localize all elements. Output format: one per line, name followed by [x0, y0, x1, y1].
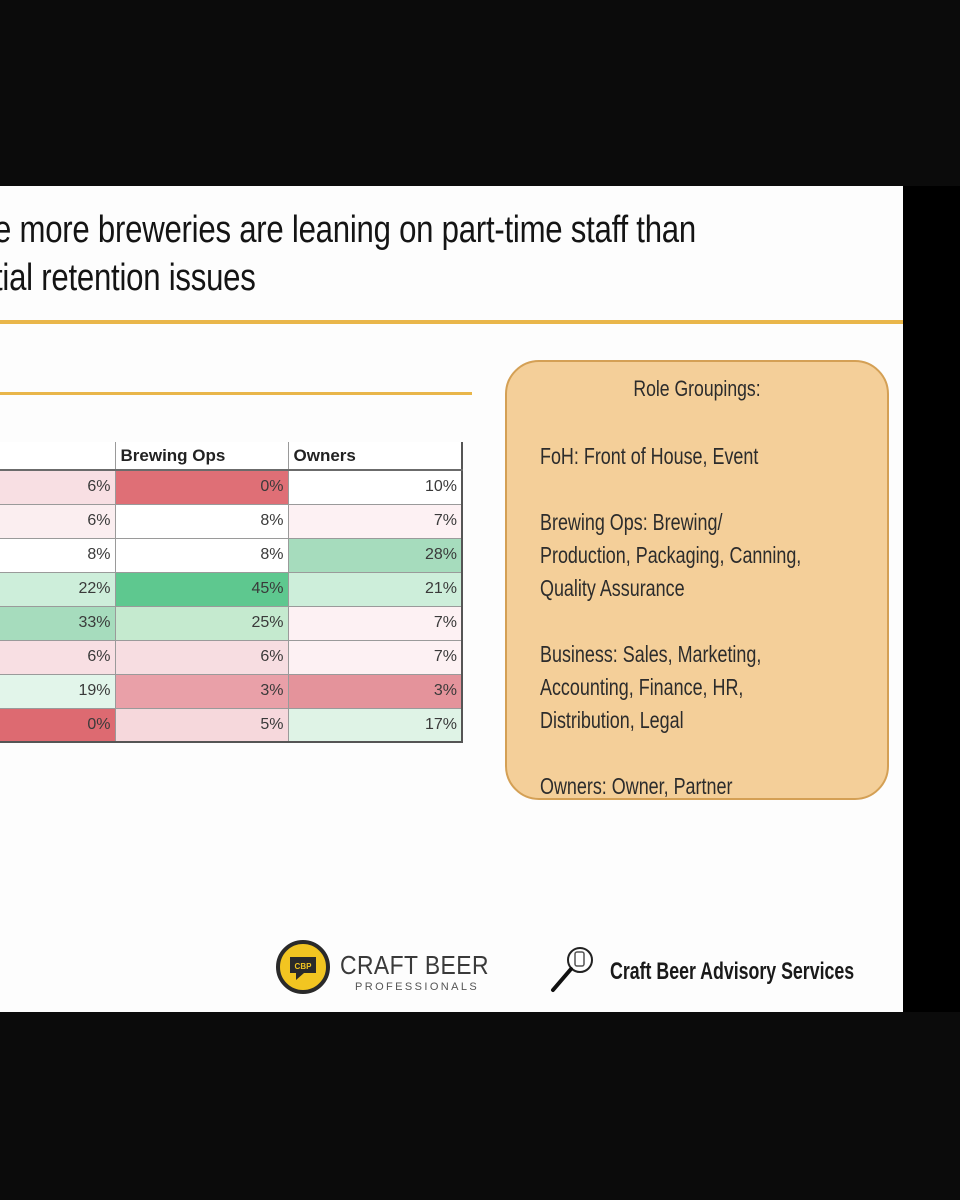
cell-brewing-ops: 25%	[114, 605, 289, 641]
slide-title: e more breweries are leaning on part-tim…	[0, 206, 696, 302]
table-row: 6% 8% 7%	[0, 503, 463, 539]
table-row: 22% 45% 21%	[0, 571, 463, 607]
cell-business: 6%	[0, 469, 116, 505]
role-line-business-3: Distribution, Legal	[540, 707, 684, 733]
cell-business: 22%	[0, 571, 116, 607]
percent-table: ness Brewing Ops Owners 6%0%10%6%8%7%8%8…	[0, 442, 463, 743]
table-row: 6% 6% 7%	[0, 639, 463, 675]
advisory-services-name: Craft Beer Advisory Services	[610, 958, 855, 985]
cell-owners: 21%	[287, 571, 463, 607]
cell-owners: 7%	[287, 605, 463, 641]
logo-badge-text: CBP	[295, 962, 313, 971]
cell-business: 6%	[0, 639, 116, 675]
table-title-divider	[0, 392, 472, 395]
cell-brewing-ops: 8%	[114, 503, 289, 539]
table-row: 0% 5% 17%	[0, 707, 463, 743]
role-groupings-title: Role Groupings:	[633, 376, 761, 401]
brand-subtitle: PROFESSIONALS	[355, 981, 480, 993]
table-row: 33% 25% 7%	[0, 605, 463, 641]
header-brewing-ops: Brewing Ops	[114, 442, 289, 471]
header-business: ness	[0, 442, 116, 471]
cell-business: 8%	[0, 537, 116, 573]
cell-brewing-ops: 3%	[114, 673, 289, 709]
table-row: 8% 8% 28%	[0, 537, 463, 573]
cell-brewing-ops: 5%	[114, 707, 289, 743]
cell-brewing-ops: 45%	[114, 571, 289, 607]
cell-brewing-ops: 8%	[114, 537, 289, 573]
cell-owners: 28%	[287, 537, 463, 573]
slide-title-line-2: tial retention issues	[0, 257, 256, 299]
role-line-business-2: Accounting, Finance, HR,	[540, 674, 744, 700]
role-line-owners: Owners: Owner, Partner	[540, 773, 733, 799]
cell-business: 6%	[0, 503, 116, 539]
cell-brewing-ops: 6%	[114, 639, 289, 675]
cell-business: 33%	[0, 605, 116, 641]
cell-owners: 17%	[287, 707, 463, 743]
craft-beer-professionals-logo-icon: CBP	[276, 940, 330, 994]
table-header-row: ness Brewing Ops Owners	[0, 442, 463, 471]
cell-owners: 7%	[287, 639, 463, 675]
cell-owners: 7%	[287, 503, 463, 539]
cell-business: 19%	[0, 673, 116, 709]
header-owners: Owners	[287, 442, 463, 471]
role-groupings-box: Role Groupings: FoH: Front of House, Eve…	[505, 360, 889, 800]
table-row: 6% 0% 10%	[0, 469, 463, 505]
role-line-brewing-1: Brewing Ops: Brewing/	[540, 509, 723, 535]
magnifier-beer-icon	[551, 947, 593, 992]
role-line-brewing-3: Quality Assurance	[540, 575, 685, 601]
table-row: 19% 3% 3%	[0, 673, 463, 709]
role-line-business-1: Business: Sales, Marketing,	[540, 641, 762, 667]
cell-brewing-ops: 0%	[114, 469, 289, 505]
brand-name: CRAFT BEER	[340, 950, 489, 980]
cell-business: 0%	[0, 707, 116, 743]
right-black-bar	[903, 186, 960, 1012]
role-line-foh: FoH: Front of House, Event	[540, 443, 759, 469]
presentation-slide: e more breweries are leaning on part-tim…	[0, 186, 903, 1012]
title-divider	[0, 320, 903, 324]
cell-owners: 10%	[287, 469, 463, 505]
role-line-brewing-2: Production, Packaging, Canning,	[540, 542, 802, 568]
slide-title-line-1: e more breweries are leaning on part-tim…	[0, 209, 696, 251]
cell-owners: 3%	[287, 673, 463, 709]
